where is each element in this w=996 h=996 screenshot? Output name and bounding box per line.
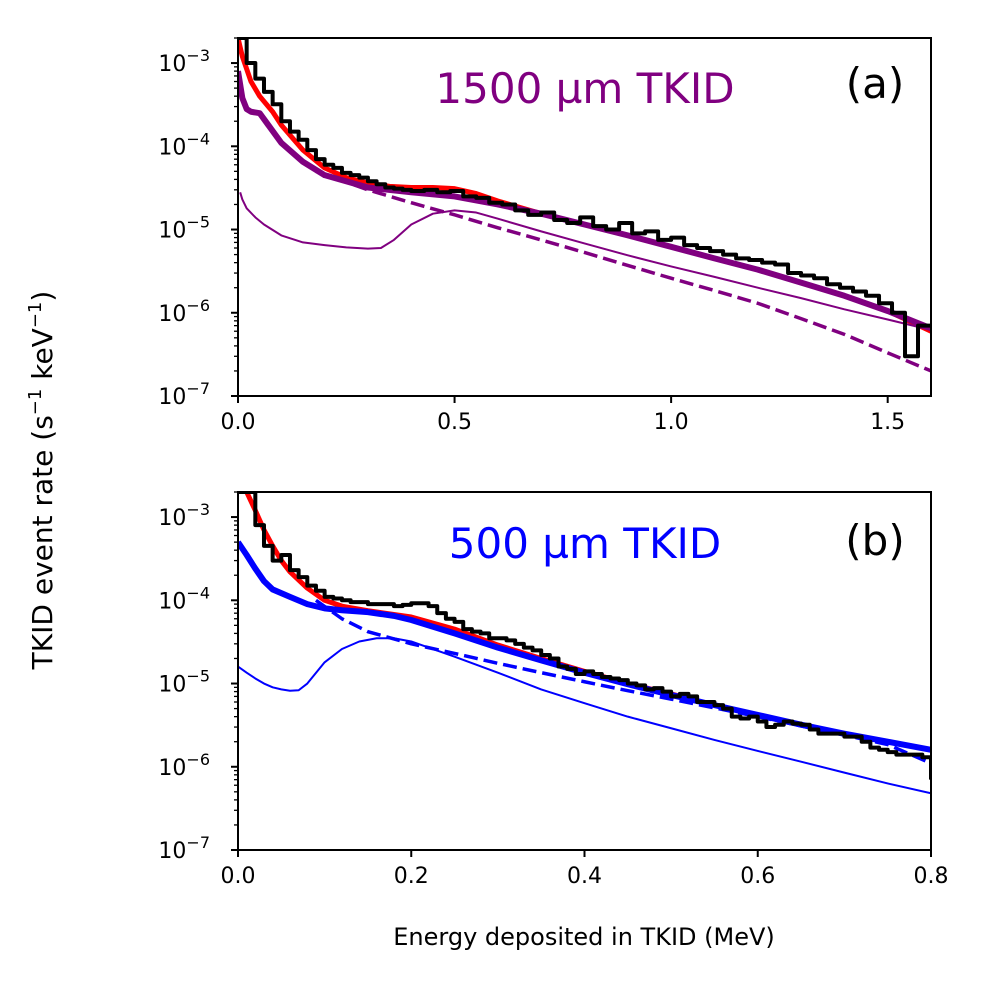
y-tick-label: 10−5 [158,667,210,698]
series-component-thin-line [238,637,931,795]
x-tick-label: 0.5 [437,410,472,435]
series-data-histogram-line [238,492,931,780]
plot-area [238,492,931,795]
y-axis-label-sup1: −1 [25,389,46,416]
y-tick-label: 10−3 [158,46,210,77]
panel-label: (a) [846,59,905,108]
y-tick-label: 10−5 [158,213,210,244]
axes-frame [237,37,932,397]
panel-a: 0.0 0.5 1.0 1.5 10−7 10−6 10−5 10−4 10−3 1500 µm … [158,37,932,435]
series-total-simulation-line [238,70,931,332]
x-tick-label: 1.0 [654,410,689,435]
x-tick-label: 0.4 [567,864,602,889]
series-total-simulation-line [238,540,931,753]
panel-annotation: 500 µm TKID [449,519,721,568]
panel-label: (b) [845,516,904,565]
y-axis-label-end: ) [26,291,59,302]
y-tick-label: 10−7 [158,833,210,864]
series-component-dashed-line [315,169,931,373]
x-axis-label: Energy deposited in TKID (MeV) [393,923,775,951]
y-tick-label: 10−4 [158,583,210,614]
series-data-histogram-line [238,38,931,359]
x-tick-label: 0.6 [740,864,775,889]
panel-annotation: 1500 µm TKID [435,64,734,113]
y-tick-label: 10−6 [158,750,210,781]
y-tick-label: 10−6 [158,296,210,327]
panel-b: 0.0 0.2 0.4 0.6 0.8 10−7 10−6 10−5 10−4 10−3 500 µ… [158,491,949,889]
x-tick-label: 0.0 [221,864,256,889]
y-axis-label-text: TKID event rate (s [26,415,59,670]
y-tick-label: 10−7 [158,379,210,410]
y-axis-label-sup2: −1 [25,302,46,329]
x-tick-label: 0.2 [394,864,429,889]
plot-area [238,38,931,373]
y-tick-label: 10−4 [158,129,210,160]
x-tick-label: 0.8 [914,864,949,889]
y-axis-label: TKID event rate (s−1 keV−1) [25,291,59,671]
series-component-thin-line [239,192,931,332]
y-tick-label: 10−3 [158,500,210,531]
x-tick-label: 1.5 [870,410,905,435]
x-tick-label: 0.0 [221,410,256,435]
y-axis-label-mid: keV [26,328,59,389]
